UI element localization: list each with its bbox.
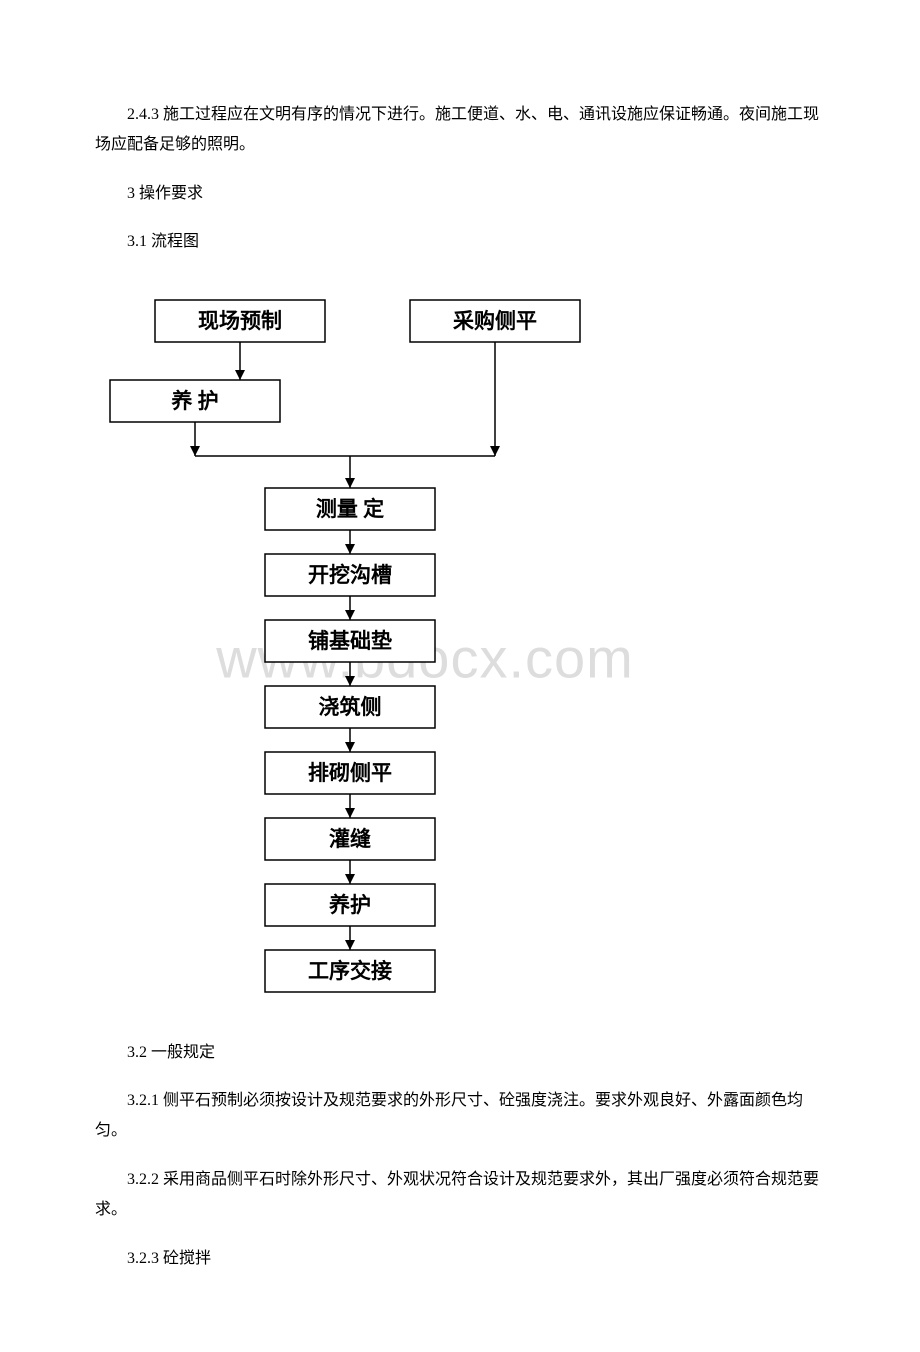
- paragraph: 3.2.2 采用商品侧平石时除外形尺寸、外观状况符合设计及规范要求外，其出厂强度…: [95, 1165, 825, 1226]
- flow-node-label: 灌缝: [329, 826, 371, 850]
- paragraph: 3.2 一般规定: [95, 1038, 825, 1068]
- flow-node-label: 采购侧平: [453, 308, 537, 332]
- flow-node-label: 工序交接: [308, 958, 392, 982]
- flowchart-svg: 现场预制 采购侧平 养 护 测量 定 开挖沟槽 铺基础垫 浇筑侧 排砌侧平: [95, 288, 615, 1008]
- flowchart-container: 现场预制 采购侧平 养 护 测量 定 开挖沟槽 铺基础垫 浇筑侧 排砌侧平: [95, 288, 825, 1008]
- flow-node-label: 排砌侧平: [308, 760, 392, 784]
- paragraph: 3.2.1 侧平石预制必须按设计及规范要求的外形尺寸、砼强度浇注。要求外观良好、…: [95, 1086, 825, 1147]
- paragraph: 2.4.3 施工过程应在文明有序的情况下进行。施工便道、水、电、通讯设施应保证畅…: [95, 100, 825, 161]
- flow-node-label: 养 护: [170, 388, 218, 412]
- document-page: 2.4.3 施工过程应在文明有序的情况下进行。施工便道、水、电、通讯设施应保证畅…: [0, 0, 920, 1352]
- flow-node-label: 开挖沟槽: [308, 562, 392, 586]
- paragraph: 3 操作要求: [95, 179, 825, 209]
- flow-node-label: 浇筑侧: [319, 694, 382, 718]
- paragraph: 3.2.3 砼搅拌: [95, 1244, 825, 1274]
- paragraph: 3.1 流程图: [95, 227, 825, 257]
- flow-node-label: 测量 定: [316, 496, 384, 520]
- flow-node-label: 现场预制: [198, 308, 282, 332]
- flow-node-label: 铺基础垫: [308, 628, 392, 652]
- flow-node-label: 养护: [328, 892, 371, 916]
